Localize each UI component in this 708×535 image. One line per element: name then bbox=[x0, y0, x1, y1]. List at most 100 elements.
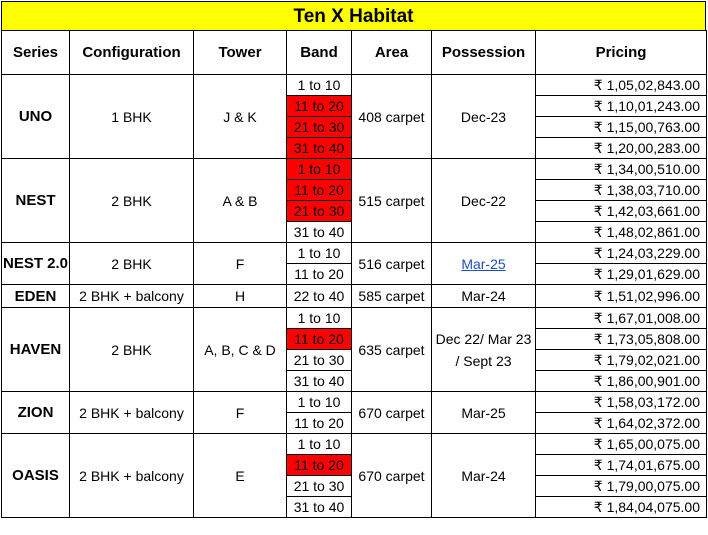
header-pricing: Pricing bbox=[535, 30, 707, 75]
price-cell: ₹ 1,38,03,710.00 bbox=[535, 179, 707, 201]
price-cell: ₹ 1,65,00,075.00 bbox=[535, 433, 707, 455]
series-cell: OASIS bbox=[1, 433, 70, 518]
possession-text: Mar-25 bbox=[461, 404, 506, 421]
configuration-cell: 2 BHK + balcony bbox=[69, 284, 194, 308]
price-cell: ₹ 1,79,02,021.00 bbox=[535, 349, 707, 371]
header-band: Band bbox=[286, 30, 352, 75]
price-cell: ₹ 1,42,03,661.00 bbox=[535, 200, 707, 222]
header-row: Series Configuration Tower Band Area Pos… bbox=[1, 30, 707, 75]
band-cell: 11 to 20 bbox=[286, 95, 352, 117]
band-cell: 21 to 30 bbox=[286, 116, 352, 138]
band-cell: 1 to 10 bbox=[286, 307, 352, 329]
possession-cell[interactable]: Mar-25 bbox=[431, 242, 536, 285]
price-cell: ₹ 1,58,03,172.00 bbox=[535, 391, 707, 413]
band-cell: 11 to 20 bbox=[286, 179, 352, 201]
table-row: 11 to 20 ₹ 1,73,05,808.00 bbox=[2, 328, 707, 350]
possession-text: Dec-23 bbox=[460, 108, 507, 125]
series-cell: UNO bbox=[1, 74, 70, 159]
tower-cell: J & K bbox=[193, 74, 287, 159]
header-possession: Possession bbox=[431, 30, 536, 75]
possession-link[interactable]: Mar-25 bbox=[461, 255, 506, 272]
price-cell: ₹ 1,15,00,763.00 bbox=[535, 116, 707, 138]
possession-text: Mar-24 bbox=[461, 288, 506, 304]
possession-text: Mar-24 bbox=[461, 467, 506, 484]
price-cell: ₹ 1,86,00,901.00 bbox=[535, 370, 707, 392]
table-row: OASIS 2 BHK + balcony E 1 to 10 670 carpet Ma… bbox=[1, 433, 707, 518]
possession-cell: Dec 22/ Mar 23 / Sept 23 bbox=[431, 307, 536, 392]
band-cell: 1 to 10 bbox=[286, 433, 352, 455]
band-cell: 11 to 20 bbox=[286, 454, 352, 476]
band-cell: 21 to 30 bbox=[286, 349, 352, 371]
header-series: Series bbox=[1, 30, 70, 75]
price-cell: ₹ 1,10,01,243.00 bbox=[535, 95, 707, 117]
band-cell: 31 to 40 bbox=[286, 221, 352, 243]
configuration-cell: 2 BHK bbox=[69, 242, 194, 285]
band-cell: 1 to 10 bbox=[286, 391, 352, 413]
series-cell: NEST 2.0 bbox=[1, 242, 70, 285]
possession-cell: Dec-23 bbox=[431, 74, 536, 159]
band-cell: 21 to 30 bbox=[286, 475, 352, 497]
price-cell: ₹ 1,05,02,843.00 bbox=[535, 74, 707, 96]
table-row: 21 to 30 ₹ 1,79,02,021.00 bbox=[2, 349, 707, 371]
tower-cell: F bbox=[193, 391, 287, 434]
price-cell: ₹ 1,84,04,075.00 bbox=[535, 496, 707, 518]
possession-cell: Mar-24 bbox=[431, 433, 536, 518]
table-row: ZION 2 BHK + balcony F 1 to 10 670 carpet Mar… bbox=[1, 391, 707, 434]
configuration-cell: 2 BHK bbox=[69, 158, 194, 243]
band-cell: 31 to 40 bbox=[286, 370, 352, 392]
header-configuration: Configuration bbox=[69, 30, 194, 75]
pricing-table: Series Configuration Tower Band Area Pos… bbox=[1, 30, 707, 518]
series-cell: ZION bbox=[1, 391, 70, 434]
table-row: 11 to 20 ₹ 1,74,01,675.00 bbox=[2, 454, 707, 476]
band-cell: 31 to 40 bbox=[286, 137, 352, 159]
band-cell: 11 to 20 bbox=[286, 412, 352, 434]
table-row: 21 to 30 ₹ 1,42,03,661.00 bbox=[2, 200, 707, 222]
sheet-title: Ten X Habitat bbox=[1, 1, 706, 31]
band-cell: 1 to 10 bbox=[286, 242, 352, 264]
band-cell: 31 to 40 bbox=[286, 496, 352, 518]
possession-text: Dec 22/ Mar 23 / Sept 23 bbox=[435, 330, 532, 369]
band-cell: 1 to 10 bbox=[286, 158, 352, 180]
table-row: 11 to 20 ₹ 1,29,01,629.00 bbox=[2, 263, 707, 285]
header-area: Area bbox=[351, 30, 432, 75]
price-cell: ₹ 1,51,02,996.00 bbox=[535, 284, 707, 308]
band-cell: 21 to 30 bbox=[286, 200, 352, 222]
area-cell: 635 carpet bbox=[351, 307, 432, 392]
series-cell: EDEN bbox=[1, 284, 70, 308]
price-cell: ₹ 1,24,03,229.00 bbox=[535, 242, 707, 264]
possession-text: Dec-22 bbox=[460, 192, 507, 209]
area-cell: 585 carpet bbox=[351, 284, 432, 308]
price-cell: ₹ 1,79,00,075.00 bbox=[535, 475, 707, 497]
table-row: 11 to 20 ₹ 1,10,01,243.00 bbox=[2, 95, 707, 117]
table-row: EDEN 2 BHK + balcony H 22 to 40 585 carpet Ma… bbox=[1, 284, 707, 308]
configuration-cell: 1 BHK bbox=[69, 74, 194, 159]
tower-cell: A & B bbox=[193, 158, 287, 243]
band-cell: 11 to 20 bbox=[286, 328, 352, 350]
price-cell: ₹ 1,67,01,008.00 bbox=[535, 307, 707, 329]
area-cell: 408 carpet bbox=[351, 74, 432, 159]
tower-cell: A, B, C & D bbox=[193, 307, 287, 392]
price-cell: ₹ 1,48,02,861.00 bbox=[535, 221, 707, 243]
area-cell: 515 carpet bbox=[351, 158, 432, 243]
price-cell: ₹ 1,64,02,372.00 bbox=[535, 412, 707, 434]
header-tower: Tower bbox=[193, 30, 287, 75]
area-cell: 670 carpet bbox=[351, 391, 432, 434]
table-row: NEST 2.0 2 BHK F 1 to 10 516 carpet Mar-25 ₹ 1… bbox=[1, 242, 707, 285]
configuration-cell: 2 BHK + balcony bbox=[69, 433, 194, 518]
price-cell: ₹ 1,73,05,808.00 bbox=[535, 328, 707, 350]
price-cell: ₹ 1,29,01,629.00 bbox=[535, 263, 707, 285]
price-cell: ₹ 1,34,00,510.00 bbox=[535, 158, 707, 180]
tower-cell: H bbox=[193, 284, 287, 308]
area-cell: 670 carpet bbox=[351, 433, 432, 518]
price-cell: ₹ 1,20,00,283.00 bbox=[535, 137, 707, 159]
band-cell: 1 to 10 bbox=[286, 74, 352, 96]
band-cell: 22 to 40 bbox=[286, 284, 352, 308]
price-cell: ₹ 1,74,01,675.00 bbox=[535, 454, 707, 476]
possession-cell: Mar-24 bbox=[431, 284, 536, 308]
table-row: 31 to 40 ₹ 1,84,04,075.00 bbox=[2, 496, 707, 518]
possession-cell: Dec-22 bbox=[431, 158, 536, 243]
band-cell: 11 to 20 bbox=[286, 263, 352, 285]
